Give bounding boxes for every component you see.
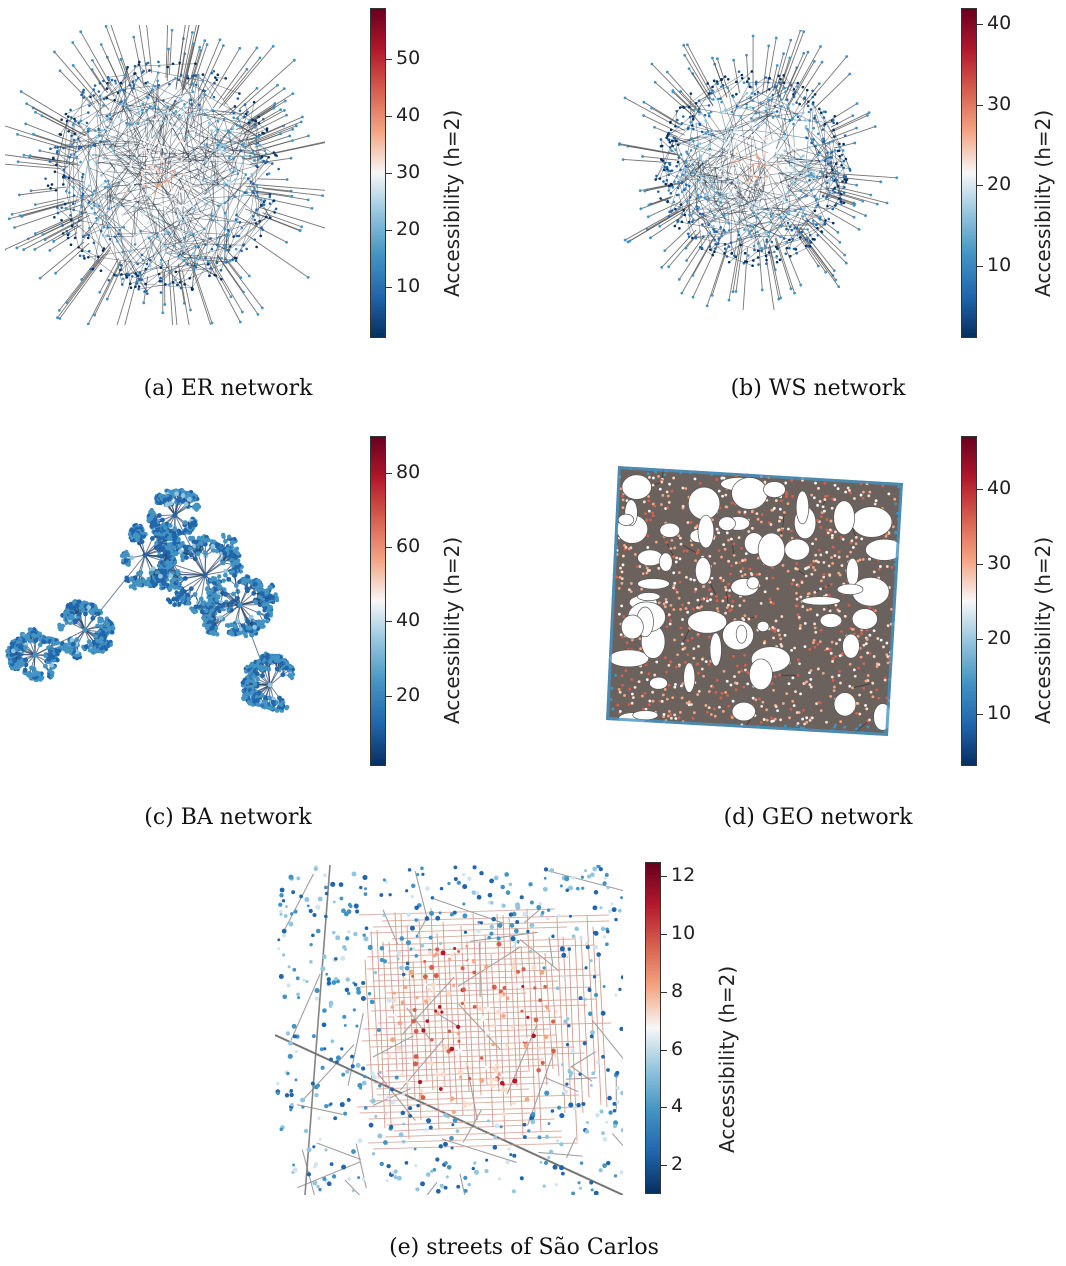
colorbar-tick-mark: [661, 1165, 667, 1167]
caption-a: (a) ER network: [143, 376, 313, 401]
colorbar-tick-mark: [661, 934, 667, 936]
geo-network-graph: [606, 466, 903, 736]
caption-e: (e) streets of São Carlos: [389, 1235, 659, 1260]
colorbar-tick-mark: [977, 488, 983, 490]
colorbar-tick-label: 6: [671, 1037, 684, 1060]
colorbar-tick-mark: [386, 173, 392, 174]
colorbar-tick-mark: [977, 563, 983, 565]
colorbar-tick-mark: [977, 265, 983, 267]
ws-network-graph: [618, 30, 899, 310]
colorbar-tick-label: 40: [396, 104, 421, 127]
colorbar-label-c: Accessibility (h=2): [440, 536, 464, 724]
colorbar-tick-mark: [977, 24, 983, 26]
colorbar-tick-label: 10: [987, 701, 1012, 724]
colorbar-a: [370, 8, 386, 338]
colorbar-tick-mark: [661, 991, 667, 993]
colorbar-label-b: Accessibility (h=2): [1031, 109, 1055, 297]
colorbar-tick-mark: [661, 1049, 667, 1051]
ba-network-graph: [5, 487, 296, 713]
colorbar-tick-label: 4: [671, 1095, 684, 1118]
colorbar-tick-label: 60: [396, 535, 421, 558]
colorbar-tick-label: 12: [671, 864, 696, 887]
colorbar-tick-label: 10: [396, 274, 421, 297]
colorbar-tick-mark: [977, 104, 983, 106]
colorbar-c: [370, 436, 386, 766]
streets-network-graph: [275, 865, 623, 1195]
colorbar-tick-mark: [386, 621, 392, 623]
colorbar-b: [961, 8, 977, 338]
colorbar-tick-mark: [661, 876, 667, 878]
colorbar-tick-label: 30: [987, 551, 1012, 574]
colorbar-tick-label: 20: [396, 683, 421, 706]
colorbar-label-d: Accessibility (h=2): [1031, 536, 1055, 724]
colorbar-tick-label: 20: [987, 173, 1012, 196]
colorbar-d: [961, 436, 977, 766]
caption-c: (c) BA network: [144, 805, 312, 830]
colorbar-tick-mark: [386, 116, 392, 118]
colorbar-e: [645, 862, 661, 1194]
colorbar-tick-label: 20: [396, 217, 421, 240]
colorbar-tick-mark: [977, 638, 983, 640]
colorbar-tick-label: 30: [396, 161, 421, 183]
colorbar-label-a: Accessibility (h=2): [440, 109, 464, 297]
colorbar-tick-label: 40: [396, 609, 421, 632]
colorbar-tick-label: 40: [987, 476, 1012, 499]
colorbar-tick-mark: [661, 1107, 667, 1109]
colorbar-tick-label: 8: [671, 979, 684, 1002]
colorbar-tick-mark: [977, 713, 983, 715]
colorbar-tick-label: 10: [671, 922, 696, 945]
colorbar-tick-mark: [977, 185, 983, 187]
caption-d: (d) GEO network: [723, 805, 913, 830]
colorbar-tick-label: 80: [396, 461, 421, 484]
colorbar-tick-mark: [386, 229, 392, 231]
colorbar-tick-label: 10: [987, 253, 1012, 276]
er-network-graph: [5, 25, 325, 325]
colorbar-tick-label: 50: [396, 47, 421, 70]
colorbar-tick-mark: [386, 547, 392, 549]
colorbar-tick-label: 20: [987, 626, 1012, 649]
colorbar-tick-label: 2: [671, 1153, 684, 1176]
caption-b: (b) WS network: [730, 376, 906, 401]
colorbar-tick-mark: [386, 59, 392, 61]
colorbar-tick-mark: [386, 695, 392, 697]
colorbar-label-e: Accessibility (h=2): [715, 965, 739, 1153]
colorbar-tick-label: 40: [987, 12, 1012, 35]
colorbar-tick-mark: [386, 473, 392, 475]
colorbar-tick-label: 30: [987, 92, 1012, 115]
colorbar-tick-mark: [386, 286, 392, 288]
